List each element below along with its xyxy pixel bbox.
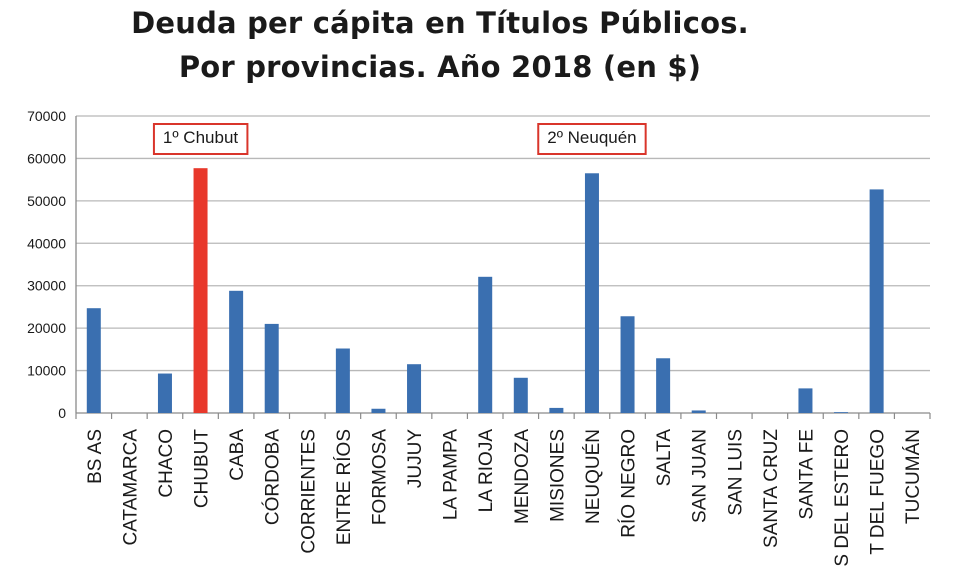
x-tick-label: SAN JUAN bbox=[690, 429, 711, 523]
y-tick-label: 70000 bbox=[27, 108, 66, 124]
x-tick-label: FORMOSA bbox=[369, 429, 390, 525]
x-tick-label: SALTA bbox=[654, 429, 675, 487]
bar bbox=[407, 364, 422, 413]
bar bbox=[798, 388, 813, 413]
bar bbox=[584, 173, 599, 413]
bar bbox=[229, 290, 244, 413]
bar bbox=[264, 323, 279, 413]
bar bbox=[549, 407, 564, 413]
bar bbox=[691, 410, 706, 413]
y-tick-label: 0 bbox=[58, 405, 66, 421]
chart-title: Deuda per cápita en Títulos Públicos. bbox=[131, 6, 749, 40]
x-tick-label: LA RIOJA bbox=[476, 429, 497, 513]
x-tick-label: CABA bbox=[227, 429, 248, 481]
chart-subtitle: Por provincias. Año 2018 (en $) bbox=[178, 50, 702, 84]
bar bbox=[656, 358, 671, 413]
annotation-border bbox=[537, 123, 647, 155]
x-tick-label: MISIONES bbox=[547, 429, 568, 522]
x-tick-label: CORRIENTES bbox=[298, 429, 319, 554]
x-tick-label: NEUQUÉN bbox=[583, 429, 604, 524]
y-tick-label: 40000 bbox=[27, 235, 66, 251]
annotation-border bbox=[152, 123, 249, 155]
x-tick-label: CHACO bbox=[156, 429, 177, 498]
bar bbox=[869, 189, 884, 413]
x-tick-label: S DEL ESTERO bbox=[832, 429, 853, 567]
y-tick-label: 50000 bbox=[27, 193, 66, 209]
x-tick-label: ENTRE RÍOS bbox=[334, 429, 355, 545]
x-tick-label: TUCUMÁN bbox=[903, 429, 924, 524]
x-tick-label: CATAMARCA bbox=[120, 429, 141, 546]
x-tick-label: RÍO NEGRO bbox=[619, 429, 640, 538]
x-tick-label: MENDOZA bbox=[512, 429, 533, 524]
bar bbox=[86, 308, 101, 413]
bar bbox=[620, 316, 635, 413]
x-tick-label: SANTA CRUZ bbox=[761, 429, 782, 548]
y-tick-label: 60000 bbox=[27, 150, 66, 166]
x-tick-label: LA PAMPA bbox=[441, 429, 462, 520]
bar bbox=[834, 412, 849, 413]
x-tick-label: JUJUY bbox=[405, 429, 426, 488]
annotation-label: 1º Chubut bbox=[163, 128, 238, 147]
bar bbox=[193, 168, 208, 413]
annotation-box: 1º Chubut bbox=[152, 123, 249, 155]
annotation-label: 2º Neuquén bbox=[547, 128, 636, 147]
x-tick-label: CÓRDOBA bbox=[262, 429, 284, 525]
y-tick-label: 10000 bbox=[27, 363, 66, 379]
bar bbox=[157, 373, 172, 413]
x-tick-label: CHUBUT bbox=[192, 429, 213, 509]
x-tick-label: T DEL FUEGO bbox=[868, 429, 889, 555]
bar bbox=[478, 276, 493, 413]
x-tick-label: SAN LUIS bbox=[725, 429, 746, 516]
bar bbox=[335, 348, 350, 413]
x-tick-label: SANTA FE bbox=[796, 429, 817, 519]
y-tick-label: 20000 bbox=[27, 320, 66, 336]
x-tick-label: BS AS bbox=[85, 429, 106, 484]
bar bbox=[513, 377, 528, 413]
bar bbox=[371, 408, 386, 413]
annotation-box: 2º Neuquén bbox=[537, 123, 647, 155]
y-tick-label: 30000 bbox=[27, 278, 66, 294]
